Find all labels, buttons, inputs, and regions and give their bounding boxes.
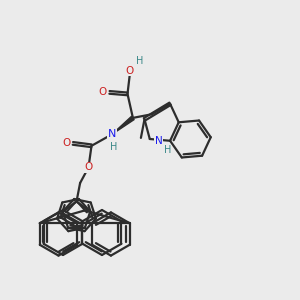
- Text: N: N: [155, 136, 163, 146]
- Text: H: H: [164, 146, 172, 155]
- Text: O: O: [62, 138, 70, 148]
- Text: O: O: [84, 162, 93, 172]
- Text: H: H: [110, 142, 117, 152]
- Text: N: N: [108, 129, 116, 140]
- Text: O: O: [99, 87, 107, 98]
- Text: H: H: [136, 56, 143, 66]
- Text: O: O: [126, 65, 134, 76]
- Polygon shape: [112, 116, 134, 134]
